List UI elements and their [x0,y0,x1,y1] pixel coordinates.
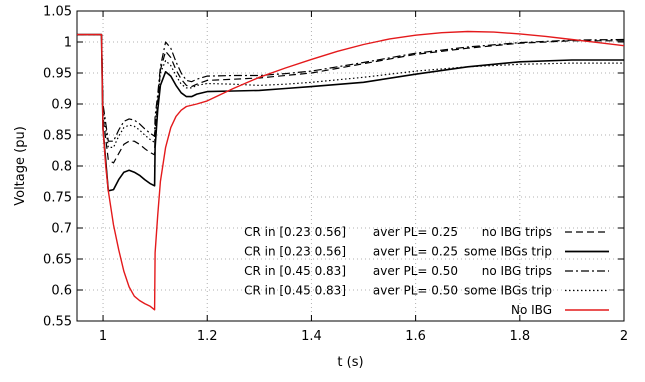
legend: CR in [0.23 0.56] aver PL= 0.25 no IBG tri… [244,225,609,317]
y-axis-label: Voltage (pu) [13,126,28,206]
x-tick-label: 1.4 [301,329,322,344]
legend-label-ibg: no IBG trips [482,264,552,278]
y-tick-label: 0.8 [51,160,72,175]
legend-label-cr: CR in [0.45 0.83] [244,284,346,298]
x-tick-label: 1 [99,329,107,344]
y-tick-label: 1.05 [43,5,72,20]
axis-ticks: 0.55 0.6 0.65 0.7 0.75 0.8 0.85 0.9 0.95 1 1.05 1 1.… [43,5,628,345]
legend-label-pl: aver PL= 0.25 [373,245,458,259]
legend-label: No IBG [511,303,552,317]
legend-label-ibg: no IBG trips [482,225,552,239]
x-tick-label: 2 [620,329,628,344]
y-tick-label: 0.6 [51,284,72,299]
y-tick-label: 0.9 [51,98,72,113]
x-tick-label: 1.8 [509,329,530,344]
series-line-5 [77,30,624,311]
legend-entry: CR in [0.23 0.56] aver PL= 0.25 some IBGs … [244,245,609,259]
y-tick-label: 1 [64,36,72,51]
legend-entry: CR in [0.45 0.83] aver PL= 0.50 some IBGs … [244,284,609,298]
legend-entry: No IBG [511,303,609,317]
legend-label-pl: aver PL= 0.50 [373,284,458,298]
series-line-2 [77,33,624,192]
legend-label-ibg: some IBGs trip [464,284,552,298]
y-tick-label: 0.65 [43,253,72,268]
series-line-4 [77,33,624,148]
legend-label-pl: aver PL= 0.50 [373,264,458,278]
series-lines [77,30,624,311]
legend-entry: CR in [0.23 0.56] aver PL= 0.25 no IBG tri… [244,225,609,239]
y-tick-label: 0.55 [43,315,72,330]
x-axis-label: t (s) [337,355,363,370]
legend-label-ibg: some IBGs trip [464,245,552,259]
x-tick-label: 1.2 [197,329,218,344]
y-tick-label: 0.7 [51,222,72,237]
legend-label-cr: CR in [0.23 0.56] [244,225,346,239]
x-tick-label: 1.6 [405,329,426,344]
legend-label-cr: CR in [0.23 0.56] [244,245,346,259]
y-tick-label: 0.95 [43,67,72,82]
series-line-3 [77,33,624,142]
series-line-1 [77,33,624,164]
legend-label-cr: CR in [0.45 0.83] [244,264,346,278]
y-tick-label: 0.85 [43,129,72,144]
legend-entry: CR in [0.45 0.83] aver PL= 0.50 no IBG tri… [244,264,609,278]
legend-label-pl: aver PL= 0.25 [373,225,458,239]
y-tick-label: 0.75 [43,191,72,206]
